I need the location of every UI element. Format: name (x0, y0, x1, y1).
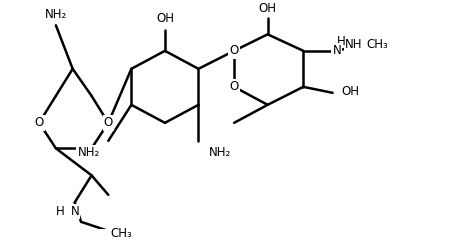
Text: N: N (70, 205, 79, 218)
Text: OH: OH (340, 85, 358, 98)
Text: NH: NH (344, 38, 362, 51)
Text: O: O (229, 80, 238, 93)
Text: OH: OH (258, 2, 276, 15)
Text: H: H (336, 35, 345, 48)
Text: NH₂: NH₂ (77, 146, 100, 159)
Text: O: O (34, 116, 44, 129)
Text: CH₃: CH₃ (110, 227, 132, 240)
Text: NH₂: NH₂ (44, 8, 67, 21)
Text: N: N (332, 44, 340, 57)
Text: O: O (103, 116, 113, 129)
Text: NH₂: NH₂ (208, 146, 231, 159)
Text: O: O (229, 44, 238, 57)
Text: OH: OH (156, 12, 174, 25)
Text: H: H (56, 205, 64, 218)
Text: CH₃: CH₃ (365, 38, 387, 51)
